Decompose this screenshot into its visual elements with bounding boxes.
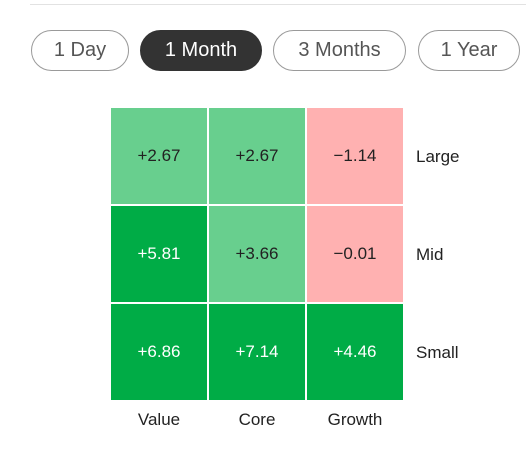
tab-button[interactable]: 3 Months	[273, 30, 406, 71]
heatmap-cell: −1.14	[307, 108, 403, 204]
heatmap-cell: −0.01	[307, 206, 403, 302]
heatmap-cell: +5.81	[111, 206, 207, 302]
heatmap-cell: +3.66	[209, 206, 305, 302]
tab-button[interactable]: 1 Day	[31, 30, 129, 71]
heatmap-cell: +2.67	[209, 108, 305, 204]
divider	[30, 4, 526, 5]
column-label: Value	[137, 410, 181, 429]
column-label: Growth	[327, 410, 383, 429]
tab-button[interactable]: 1 Month	[140, 30, 262, 71]
heatmap-cell: +4.46	[307, 304, 403, 400]
row-label: Small	[416, 343, 459, 362]
heatmap-cell: +2.67	[111, 108, 207, 204]
heatmap-cell: +7.14	[209, 304, 305, 400]
column-label: Core	[238, 410, 276, 429]
tab-button[interactable]: 1 Year	[418, 30, 520, 71]
row-label: Large	[416, 147, 460, 166]
heatmap-cell: +6.86	[111, 304, 207, 400]
row-label: Mid	[416, 245, 444, 264]
